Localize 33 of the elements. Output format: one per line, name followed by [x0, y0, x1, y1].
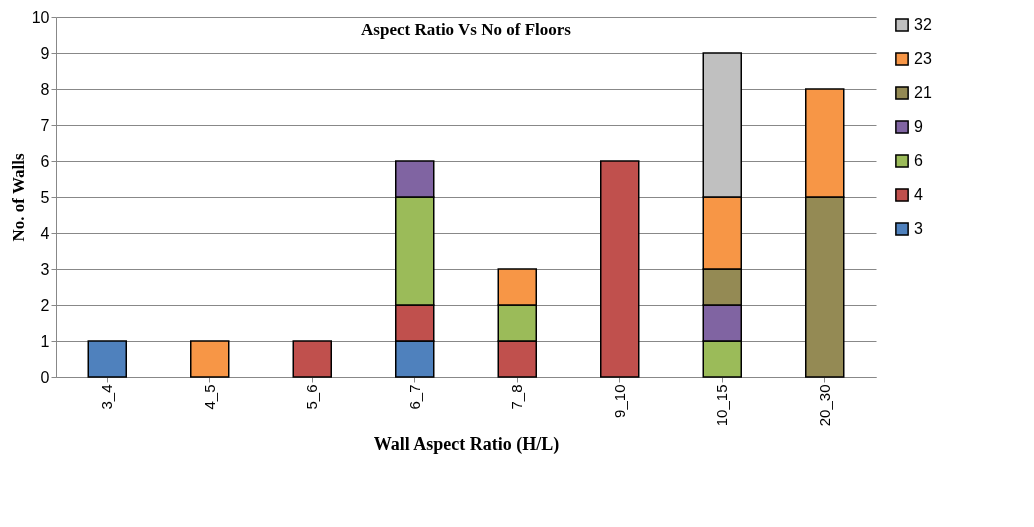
x-tick-label: 7_8: [508, 384, 526, 410]
y-tick-label: 2: [40, 296, 50, 314]
y-tick-label: 7: [40, 116, 50, 134]
legend-label: 3: [914, 220, 923, 237]
y-tick-label: 9: [40, 44, 50, 62]
x-tick-label: 9_10: [610, 384, 628, 418]
x-axis-title: Wall Aspect Ratio (H/L): [373, 434, 560, 456]
y-tick-label: 3: [40, 260, 50, 278]
x-tick-label: 3_4: [98, 384, 116, 410]
x-tick-label: 6_7: [405, 384, 423, 410]
chart-title: Aspect Ratio Vs No of Floors: [361, 20, 572, 39]
bar: [87, 340, 127, 378]
legend-label: 32: [914, 16, 932, 33]
y-axis-title: No. of Walls: [8, 153, 28, 242]
x-tick-label: 5_6: [303, 384, 321, 410]
legend-label: 21: [914, 84, 932, 101]
y-tick-label: 1: [40, 332, 50, 350]
x-tick-label: 10_15: [713, 384, 731, 427]
x-tick-label: 4_5: [200, 384, 218, 410]
y-tick-label: 6: [40, 152, 50, 170]
bar: [600, 160, 640, 378]
legend-label: 4: [914, 186, 923, 203]
y-tick-label: 10: [31, 8, 50, 26]
y-tick-label: 8: [40, 80, 50, 98]
x-tick-label: 20_30: [815, 384, 833, 427]
y-tick-label: 5: [40, 188, 50, 206]
y-tick-label: 4: [40, 224, 50, 242]
legend-label: 23: [914, 50, 932, 67]
bar: [292, 340, 332, 378]
y-tick-label: 0: [40, 368, 50, 386]
legend-label: 9: [914, 118, 923, 135]
legend-label: 6: [914, 152, 923, 169]
bar: [190, 340, 230, 378]
